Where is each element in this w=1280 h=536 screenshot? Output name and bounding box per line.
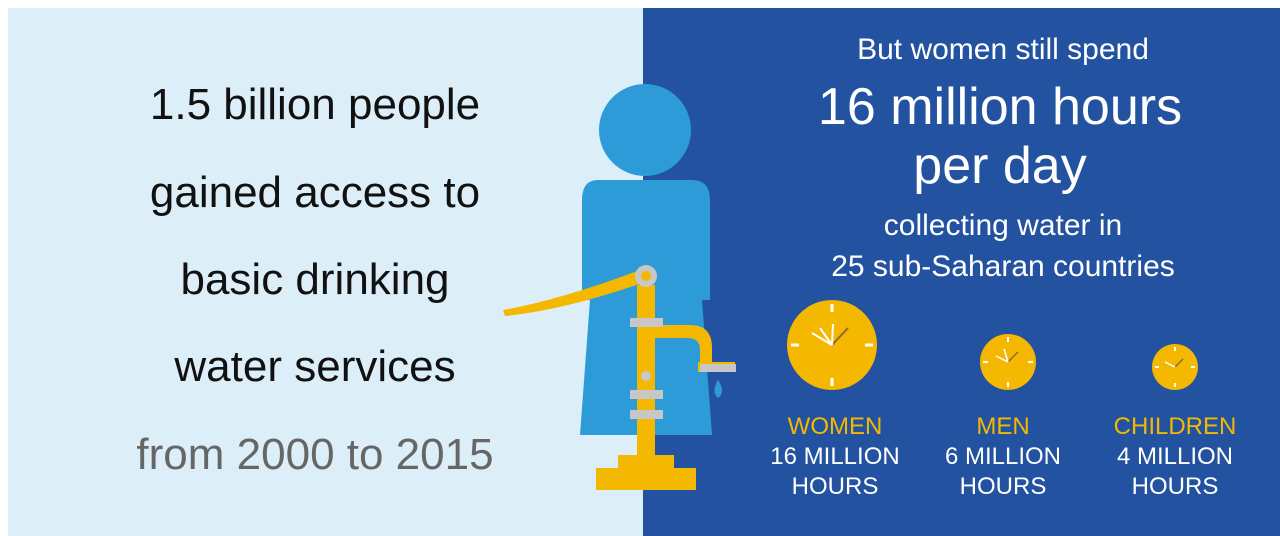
left-text: gained access to [149,168,481,217]
group-label: CHILDREN [1113,413,1237,440]
group-amount: 4 MILLION [1116,443,1234,470]
left-text: water services [174,342,456,391]
left-panel [8,8,643,536]
headline: per day [913,137,1087,195]
group-amount: 16 MILLION [770,443,900,470]
water-drop [714,380,722,398]
clock [1152,344,1198,390]
detail: collecting water in [883,209,1123,242]
group-label: MEN [976,413,1030,440]
period-text: from 2000 to 2015 [136,430,494,479]
group-label: WOMEN [787,413,883,440]
left-text: 1.5 billion people [149,80,481,129]
right-panel [643,8,1280,536]
group-unit: HOURS [1131,473,1219,500]
woman-head [599,84,691,176]
clock [980,334,1036,390]
clock [787,300,877,390]
group-unit: HOURS [959,473,1047,500]
headline: 16 million hours [817,78,1183,136]
pump-fittings [630,265,736,419]
group-unit: HOURS [791,473,879,500]
group-amount: 6 MILLION [944,443,1062,470]
detail: 25 sub-Saharan countries [831,250,1175,283]
intro: But women still spend [857,33,1149,66]
left-text: basic drinking [180,255,450,304]
